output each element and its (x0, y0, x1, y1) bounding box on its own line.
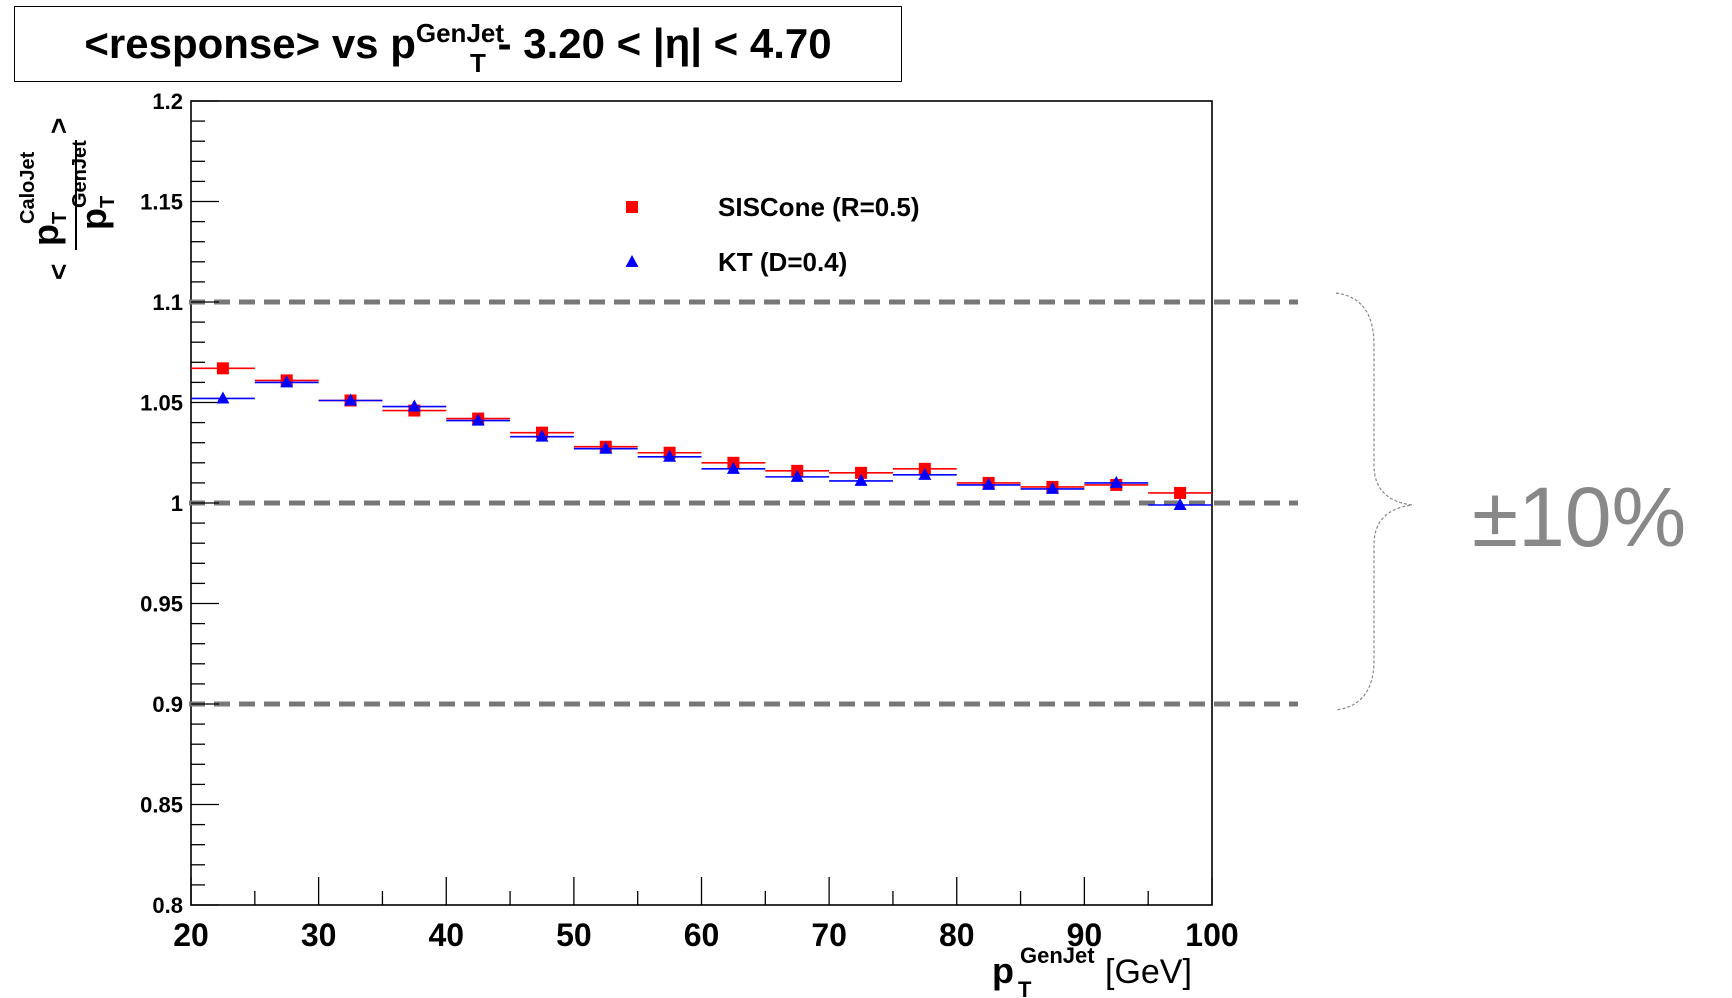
x-tick-label: 60 (684, 917, 720, 953)
data-point (790, 469, 804, 482)
x-axis-label-sub: T (1018, 977, 1032, 998)
y-axis-label-left-bracket: < (43, 264, 74, 280)
legend-label-0: SISCone (R=0.5) (718, 192, 920, 222)
x-tick-label: 30 (301, 917, 337, 953)
data-point (535, 429, 549, 442)
y-axis-label-num-sup: CaloJet (17, 151, 39, 224)
data-point (407, 399, 421, 412)
y-tick-label: 1.2 (152, 89, 183, 114)
series-1 (191, 375, 1212, 511)
x-tick-label: 50 (556, 917, 592, 953)
chart-title: <response> vs pGenJetT - 3.20 < |η| < 4.… (84, 18, 832, 78)
y-tick-label: 0.8 (152, 893, 183, 918)
x-axis-label-unit: [GeV] (1105, 953, 1192, 991)
annotation-text: ±10% (1472, 470, 1686, 564)
y-axis-label-den-main: p (73, 208, 114, 230)
brace-icon (1335, 292, 1413, 711)
y-axis-label-num-sub: T (49, 212, 71, 224)
data-point (726, 461, 740, 474)
x-tick-label: 80 (939, 917, 975, 953)
y-tick-label: 0.85 (140, 793, 183, 818)
chart-title-sup: GenJet (415, 18, 505, 48)
chart-title-sub: T (470, 48, 486, 78)
y-tick-label: 1.1 (152, 290, 183, 315)
axis-ticks-layer: 0.8 0.85 0.9 0.95 1 1.05 1.1 1.15 1.2 20 30 40 50 60 7… (140, 89, 1239, 953)
y-tick-label: 1 (171, 491, 183, 516)
series-0 (191, 362, 1212, 499)
data-point (1045, 481, 1059, 494)
data-point (982, 477, 996, 490)
data-point (471, 413, 485, 426)
reference-lines-layer (189, 299, 1298, 707)
chart-title-suffix: - 3.20 < |η| < 4.70 (497, 20, 832, 67)
legend-label-1: KT (D=0.4) (718, 247, 847, 277)
data-point (918, 467, 932, 480)
chart-title-prefix: <response> vs p (84, 20, 416, 67)
data-point (344, 393, 358, 406)
y-tick-label: 1.15 (140, 190, 183, 215)
chart-title-box: <response> vs pGenJetT - 3.20 < |η| < 4.… (14, 6, 902, 82)
data-point (216, 362, 229, 375)
data-layer (191, 362, 1212, 511)
legend-marker-0 (626, 201, 638, 213)
data-point (1174, 486, 1187, 499)
x-tick-label: 20 (173, 917, 209, 953)
data-point (216, 391, 230, 404)
x-axis-label-sup: GenJet (1020, 943, 1095, 968)
data-point (280, 375, 294, 388)
legend: SISCone (R=0.5) KT (D=0.4) (625, 192, 920, 277)
x-tick-label: 40 (428, 917, 464, 953)
data-point (854, 473, 868, 486)
data-point (599, 441, 613, 454)
y-tick-label: 0.9 (152, 692, 183, 717)
data-point (1173, 498, 1187, 511)
y-axis-label-den-sub: T (97, 196, 119, 208)
x-axis-label-main: p (992, 950, 1014, 991)
x-tick-label: 70 (811, 917, 847, 953)
y-tick-label: 0.95 (140, 592, 183, 617)
annotation-layer: ±10% (1335, 292, 1686, 711)
y-axis-label-num-main: p (25, 224, 66, 246)
x-tick-label: 100 (1185, 917, 1238, 953)
data-point (855, 466, 868, 479)
y-axis-label-den-sup: GenJet (69, 140, 91, 208)
y-axis-label-right-bracket: > (43, 118, 74, 134)
data-point (663, 449, 677, 462)
legend-marker-1 (625, 255, 639, 267)
x-tick-label: 90 (1067, 917, 1103, 953)
y-tick-label: 1.05 (140, 391, 183, 416)
data-point (1109, 475, 1123, 488)
